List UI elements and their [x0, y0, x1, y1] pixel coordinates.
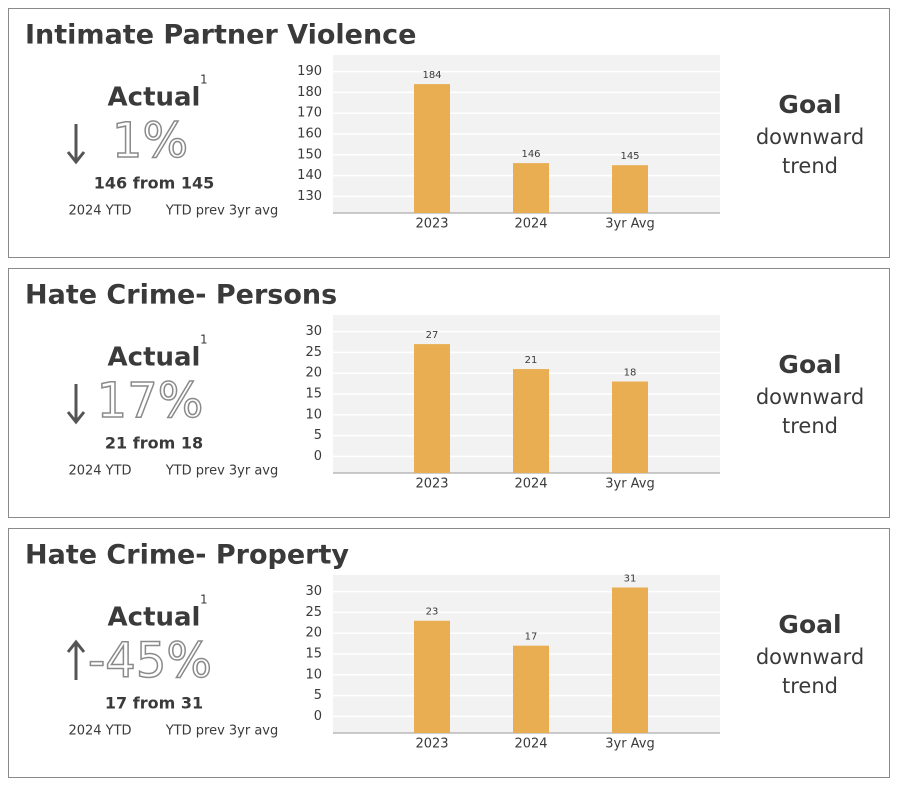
goal-line: trend [782, 674, 838, 698]
bar [612, 165, 648, 213]
kpi-change: 1% [112, 113, 188, 169]
y-tick-label: 15 [305, 647, 322, 662]
bar-value-label: 145 [620, 151, 639, 162]
kpi-baseline-label: YTD prev 3yr avg [165, 204, 279, 219]
y-tick-label: 0 [314, 449, 322, 464]
bar [513, 163, 549, 213]
kpi-change: 17% [97, 373, 204, 429]
y-tick-label: 10 [305, 667, 322, 682]
kpi-baseline-label: YTD prev 3yr avg [165, 724, 279, 739]
kpi-detail: 146 from 145 [94, 174, 214, 193]
x-tick-label: 3yr Avg [605, 217, 655, 232]
panel-title: Intimate Partner Violence [25, 20, 417, 51]
bar [414, 620, 450, 733]
kpi-label: Actual [108, 343, 201, 373]
kpi-footnote: 1 [200, 333, 208, 347]
bar-value-label: 184 [422, 70, 441, 81]
y-tick-label: 5 [314, 428, 322, 443]
goal-label: Goal [778, 610, 841, 639]
y-tick-label: 15 [305, 387, 322, 402]
trend-arrow-head [66, 411, 86, 425]
goal-line: trend [782, 154, 838, 178]
x-tick-label: 2024 [514, 737, 547, 752]
bar-value-label: 23 [426, 607, 439, 618]
y-tick-label: 25 [305, 345, 322, 360]
x-tick-label: 3yr Avg [605, 737, 655, 752]
y-tick-label: 190 [297, 64, 322, 79]
y-tick-label: 20 [305, 366, 322, 381]
trend-arrow-head [66, 151, 86, 165]
y-tick-label: 30 [305, 584, 322, 599]
bar [513, 369, 549, 473]
kpi-current-label: 2024 YTD [68, 464, 131, 479]
goal-line: trend [782, 414, 838, 438]
y-tick-label: 25 [305, 605, 322, 620]
y-tick-label: 170 [297, 106, 322, 121]
y-tick-label: 130 [297, 189, 322, 204]
kpi-current-label: 2024 YTD [68, 204, 131, 219]
y-tick-label: 5 [314, 688, 322, 703]
bar-value-label: 146 [521, 149, 540, 160]
y-tick-label: 20 [305, 626, 322, 641]
y-tick-label: 0 [314, 709, 322, 724]
goal-line: downward [756, 645, 864, 669]
bar [612, 587, 648, 733]
kpi-current-label: 2024 YTD [68, 724, 131, 739]
y-tick-label: 140 [297, 168, 322, 183]
y-tick-label: 10 [305, 407, 322, 422]
bar-value-label: 31 [624, 573, 637, 584]
bar [513, 645, 549, 733]
x-tick-label: 2023 [415, 477, 448, 492]
x-tick-label: 2024 [514, 217, 547, 232]
bar-value-label: 27 [426, 330, 439, 341]
bar [414, 84, 450, 214]
y-tick-label: 160 [297, 127, 322, 142]
goal-line: downward [756, 125, 864, 149]
x-tick-label: 2024 [514, 477, 547, 492]
bar-value-label: 18 [624, 368, 637, 379]
kpi-change: -45% [88, 633, 212, 689]
kpi-detail: 21 from 18 [105, 434, 203, 453]
goal-label: Goal [778, 350, 841, 379]
kpi-detail: 17 from 31 [105, 694, 203, 713]
panel-title: Hate Crime- Property [25, 540, 349, 571]
goal-line: downward [756, 385, 864, 409]
trend-arrow-head [66, 639, 86, 653]
kpi-label: Actual [108, 603, 201, 633]
y-tick-label: 30 [305, 324, 322, 339]
kpi-label: Actual [108, 83, 201, 113]
bar-value-label: 21 [525, 355, 538, 366]
bar [414, 344, 450, 473]
bar-value-label: 17 [525, 632, 538, 643]
y-tick-label: 150 [297, 147, 322, 162]
x-tick-label: 3yr Avg [605, 477, 655, 492]
x-tick-label: 2023 [415, 737, 448, 752]
kpi-footnote: 1 [200, 593, 208, 607]
bar [612, 381, 648, 473]
goal-label: Goal [778, 90, 841, 119]
kpi-baseline-label: YTD prev 3yr avg [165, 464, 279, 479]
y-tick-label: 180 [297, 85, 322, 100]
panel-title: Hate Crime- Persons [25, 280, 337, 311]
kpi-footnote: 1 [200, 73, 208, 87]
x-tick-label: 2023 [415, 217, 448, 232]
